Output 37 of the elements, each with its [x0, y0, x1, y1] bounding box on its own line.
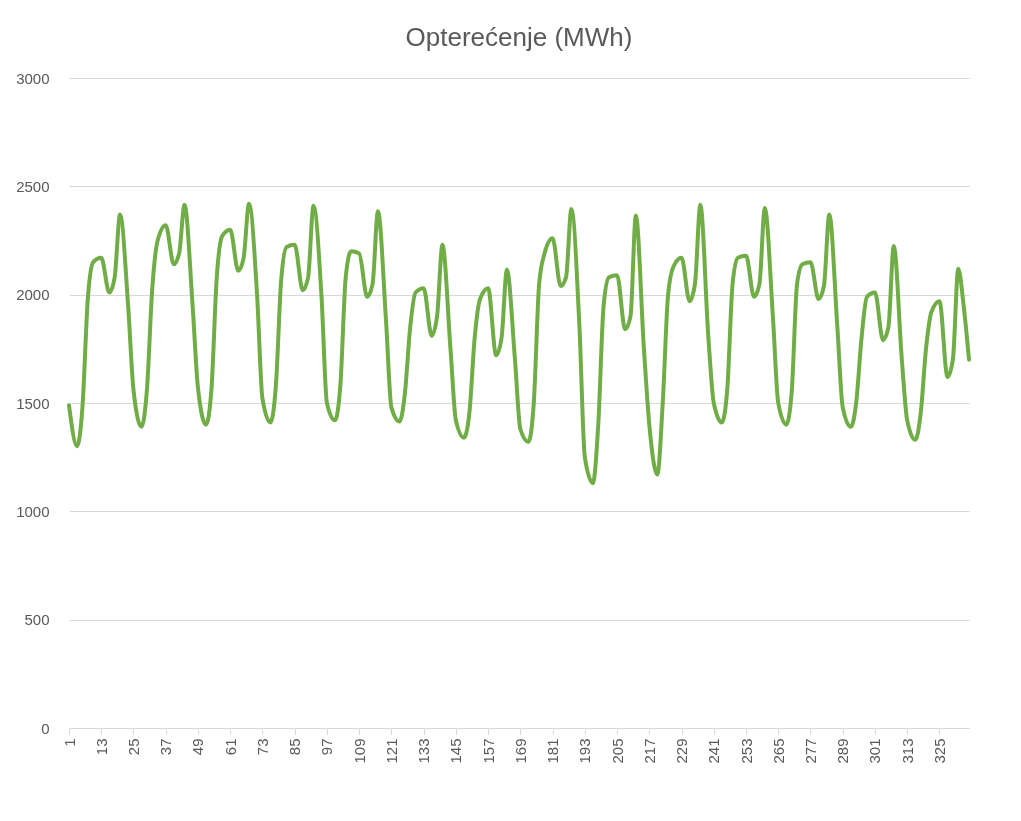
x-tick-label: 289	[834, 738, 852, 764]
chart-title: Opterećenje (MWh)	[405, 22, 633, 52]
y-tick-label: 1000	[16, 502, 50, 520]
x-tick-label: 121	[382, 738, 400, 764]
x-tick-label: 37	[157, 738, 175, 756]
y-tick-label: 2500	[16, 177, 50, 195]
x-tick-label: 85	[286, 738, 304, 756]
x-tick-label: 325	[930, 738, 948, 764]
x-tick-label: 205	[608, 738, 626, 764]
y-tick-label: 2000	[16, 286, 50, 304]
x-tick-label: 313	[898, 738, 916, 764]
y-tick-label: 3000	[16, 69, 50, 87]
x-tick-label: 25	[124, 738, 142, 756]
x-tick-label: 253	[737, 738, 755, 764]
x-tick-label: 217	[640, 738, 658, 764]
x-tick-label: 241	[705, 738, 723, 764]
x-tick-label: 277	[801, 738, 819, 764]
x-tick-label: 97	[318, 738, 336, 756]
x-tick-label: 169	[511, 738, 529, 764]
y-tick-label: 0	[41, 719, 50, 737]
y-tick-label: 1500	[16, 394, 50, 412]
x-tick-label: 229	[673, 738, 691, 764]
x-tick-label: 181	[544, 738, 562, 764]
x-tick-label: 73	[253, 738, 271, 756]
y-tick-label: 500	[24, 611, 50, 629]
x-tick-label: 157	[479, 738, 497, 764]
x-tick-label: 61	[221, 738, 239, 756]
line-series	[67, 201, 971, 486]
x-tick-label: 1	[60, 738, 78, 747]
x-tick-label: 49	[189, 738, 207, 756]
x-tick-label: 145	[447, 738, 465, 764]
x-tick-label: 133	[415, 738, 433, 764]
x-tick-label: 13	[92, 738, 110, 756]
x-tick-label: 193	[576, 738, 594, 764]
x-tick-label: 301	[866, 738, 884, 764]
x-tick-label: 265	[769, 738, 787, 764]
x-tick-label: 109	[350, 738, 368, 764]
